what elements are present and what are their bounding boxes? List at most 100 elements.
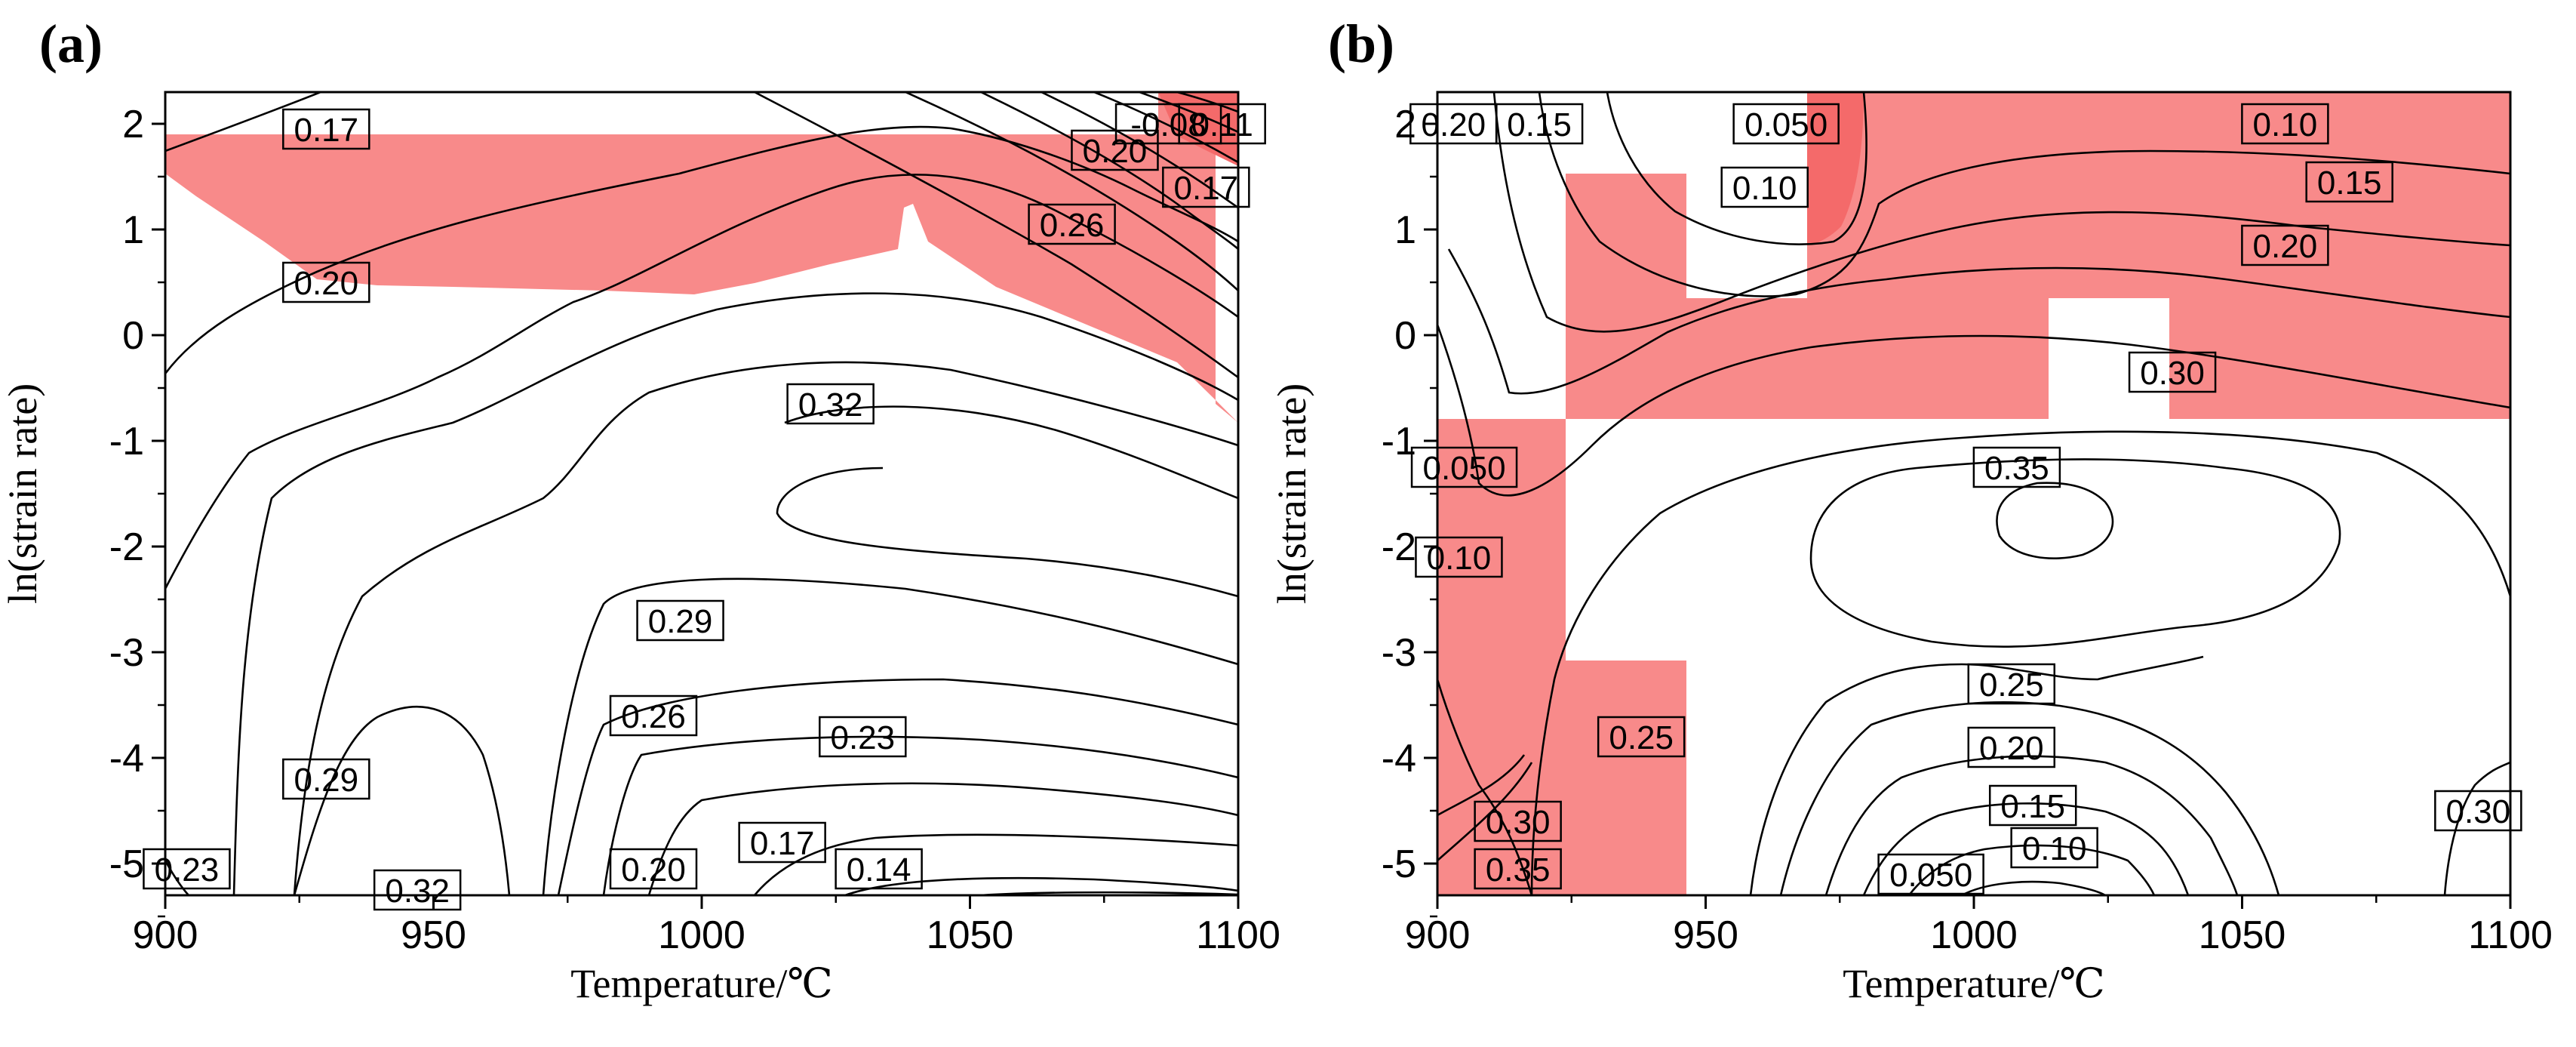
ticks-b: 900 950 1000 1050 1100 2 1 0 -1 -2 -3 -4 -5 — [1382, 103, 2553, 957]
contour-label: 0.26 — [621, 698, 686, 735]
contour-label-box — [2241, 103, 2329, 145]
x-tick-label: 1000 — [1930, 913, 2018, 957]
contour-label: 0.050 — [1422, 450, 1505, 487]
y-tick-label: -3 — [1382, 631, 1416, 675]
panel-label: (a) — [39, 14, 103, 74]
contour-label-box — [835, 848, 923, 890]
contour-label: 0.10 — [2022, 830, 2087, 867]
y-tick-label: -1 — [1382, 420, 1416, 463]
y-tick-label: -2 — [109, 525, 144, 569]
contour-label-box — [373, 869, 462, 911]
y-tick-label: -3 — [109, 631, 144, 675]
contour-label: 0.15 — [2000, 788, 2065, 825]
contour-label-box — [2305, 161, 2393, 203]
contour-label-box — [2128, 351, 2217, 393]
contour-label: 0.30 — [1486, 804, 1551, 841]
axis-text-a: Temperature/℃ ln(strain rate) (a) — [0, 14, 833, 1006]
contour-label-box — [738, 821, 826, 864]
contour-label-box — [2434, 790, 2522, 832]
panel-a: 900 950 1000 1050 1100 2 1 0 -1 -2 -3 -4 -5 0.17 0.20… — [0, 14, 1280, 1006]
contour-label-box — [1495, 103, 1584, 145]
contour-label: 0.35 — [1984, 450, 2049, 487]
y-tick-label: -4 — [1382, 737, 1416, 781]
contour-label: 0.15 — [1507, 106, 1572, 143]
x-tick-label: 950 — [1673, 913, 1738, 957]
contour-label: 0.20 — [1083, 133, 1148, 170]
contour-label-box — [1162, 166, 1250, 208]
contour-label: 0.14 — [847, 851, 911, 888]
contour-label: -0.08 — [1130, 106, 1206, 143]
contour-label: 0.20 — [1422, 106, 1486, 143]
x-tick-label: 1100 — [2468, 913, 2553, 957]
contour-label: 0.15 — [2317, 165, 2382, 202]
contour-label-box — [1877, 853, 1984, 895]
x-tick-label: 900 — [133, 913, 198, 957]
contour-label: 0.35 — [1486, 851, 1551, 888]
y-axis-label: ln(strain rate) — [1269, 383, 1314, 604]
contour-label-box — [819, 716, 907, 758]
contour-label: 0.32 — [798, 386, 863, 423]
contour-label: 0.20 — [2253, 228, 2318, 265]
shaded-region-b — [1437, 92, 2510, 895]
y-tick-label: -5 — [1382, 842, 1416, 886]
contour-label-box — [1474, 800, 1562, 842]
contour-label: 0.23 — [155, 851, 220, 888]
y-axis-label: ln(strain rate) — [0, 383, 45, 604]
x-tick-label: 1050 — [927, 913, 1014, 957]
contour-label: 0.25 — [1979, 667, 2044, 704]
x-tick-label: 1000 — [658, 913, 745, 957]
contour-label: 0.10 — [2253, 106, 2318, 143]
y-tick-label: -2 — [1382, 525, 1416, 569]
y-tick-label: 0 — [1394, 314, 1416, 358]
contour-label-box — [609, 848, 698, 890]
contour-label: 0.17 — [294, 112, 358, 149]
panel-label: (b) — [1328, 14, 1394, 74]
contour-label-box — [1071, 129, 1159, 171]
contour-label-box — [1967, 663, 2056, 705]
contour-label: 0.20 — [1979, 730, 2044, 767]
contour-label-box — [282, 108, 370, 150]
contour-label-box — [1597, 716, 1686, 758]
contour-label-box — [1720, 166, 1809, 208]
x-tick-label: 950 — [401, 913, 466, 957]
contour-label: 0.29 — [294, 762, 358, 799]
contour-label-box — [1967, 726, 2056, 768]
x-tick-label: 900 — [1405, 913, 1471, 957]
contour-label-box — [1114, 103, 1222, 145]
y-tick-label: 1 — [1394, 208, 1416, 252]
y-tick-label: -5 — [109, 842, 144, 886]
ticks-a: 900 950 1000 1050 1100 2 1 0 -1 -2 -3 -4 -5 — [109, 103, 1280, 957]
contour-label-box — [143, 848, 231, 890]
y-tick-label: -1 — [109, 420, 144, 463]
y-tick-label: 1 — [122, 208, 144, 252]
contour-labels-a: 0.17 0.20 0.32 0.29 0.26 0.23 0.29 0.23 0.32 0.20… — [143, 103, 1266, 911]
contour-label-box — [1415, 536, 1503, 578]
contour-label-box — [1972, 446, 2061, 488]
contour-label-box — [2241, 224, 2329, 266]
axis-text-b: Temperature/℃ ln(strain rate) (b) — [1269, 14, 2105, 1006]
y-tick-label: 0 — [122, 314, 144, 358]
contour-label: 0.17 — [750, 825, 815, 862]
x-tick-label: 1100 — [1196, 913, 1280, 957]
contour-lines-a — [165, 92, 1238, 895]
contour-label-box — [282, 758, 370, 800]
panel-b: 900 950 1000 1050 1100 2 1 0 -1 -2 -3 -4 -5 0.20 0.15… — [1269, 14, 2553, 1006]
contour-label: 0.10 — [1732, 170, 1797, 207]
contour-lines-b — [1437, 92, 2510, 895]
contour-label-box — [609, 694, 698, 737]
x-tick-label: 1050 — [2199, 913, 2286, 957]
contour-label-box — [2010, 827, 2098, 869]
y-tick-label: -4 — [109, 737, 144, 781]
y-tick-label: 2 — [1394, 103, 1416, 146]
contour-label: 0.25 — [1609, 719, 1674, 756]
contour-label-box — [282, 261, 370, 303]
x-axis-label: Temperature/℃ — [1843, 961, 2104, 1006]
contour-label: 0.11 — [1191, 106, 1253, 143]
y-tick-label: 2 — [122, 103, 144, 146]
contour-label: 0.32 — [385, 873, 450, 910]
contour-label-box — [1410, 446, 1518, 488]
contour-label-box — [1988, 784, 2077, 827]
contour-label: 0.050 — [1889, 857, 1972, 894]
contour-label-box — [636, 599, 724, 642]
contour-label: 0.30 — [2446, 793, 2511, 830]
